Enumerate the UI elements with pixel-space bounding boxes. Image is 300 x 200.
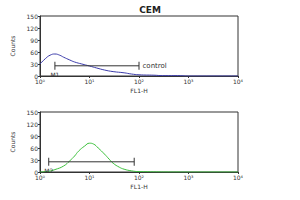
svg-text:Counts: Counts [9, 132, 16, 153]
svg-text:M2: M2 [44, 167, 53, 174]
svg-text:90: 90 [30, 37, 38, 44]
svg-text:M1: M1 [50, 71, 59, 78]
svg-text:10³: 10³ [183, 78, 194, 85]
svg-text:0: 0 [34, 72, 38, 80]
svg-text:10²: 10² [134, 78, 145, 85]
svg-text:150: 150 [27, 109, 39, 116]
svg-text:10¹: 10¹ [84, 174, 95, 181]
svg-text:30: 30 [30, 61, 38, 68]
svg-text:0: 0 [34, 168, 38, 176]
svg-text:CEM: CEM [139, 5, 161, 15]
svg-text:10⁰: 10⁰ [35, 78, 46, 85]
svg-text:10⁴: 10⁴ [233, 174, 244, 181]
svg-text:Counts: Counts [9, 36, 16, 57]
svg-text:10²: 10² [134, 174, 145, 181]
svg-text:150: 150 [27, 13, 39, 20]
svg-text:10¹: 10¹ [84, 78, 95, 85]
svg-text:10³: 10³ [183, 174, 194, 181]
svg-text:90: 90 [30, 133, 38, 140]
svg-text:FL1-H: FL1-H [130, 183, 147, 190]
svg-text:FL1-H: FL1-H [130, 87, 147, 94]
svg-text:10⁴: 10⁴ [233, 78, 244, 85]
svg-text:60: 60 [30, 145, 38, 152]
svg-text:120: 120 [27, 121, 39, 128]
svg-text:30: 30 [30, 157, 38, 164]
svg-text:120: 120 [27, 25, 39, 32]
svg-text:60: 60 [30, 49, 38, 56]
svg-text:control: control [143, 62, 167, 70]
svg-text:10⁰: 10⁰ [35, 174, 46, 181]
